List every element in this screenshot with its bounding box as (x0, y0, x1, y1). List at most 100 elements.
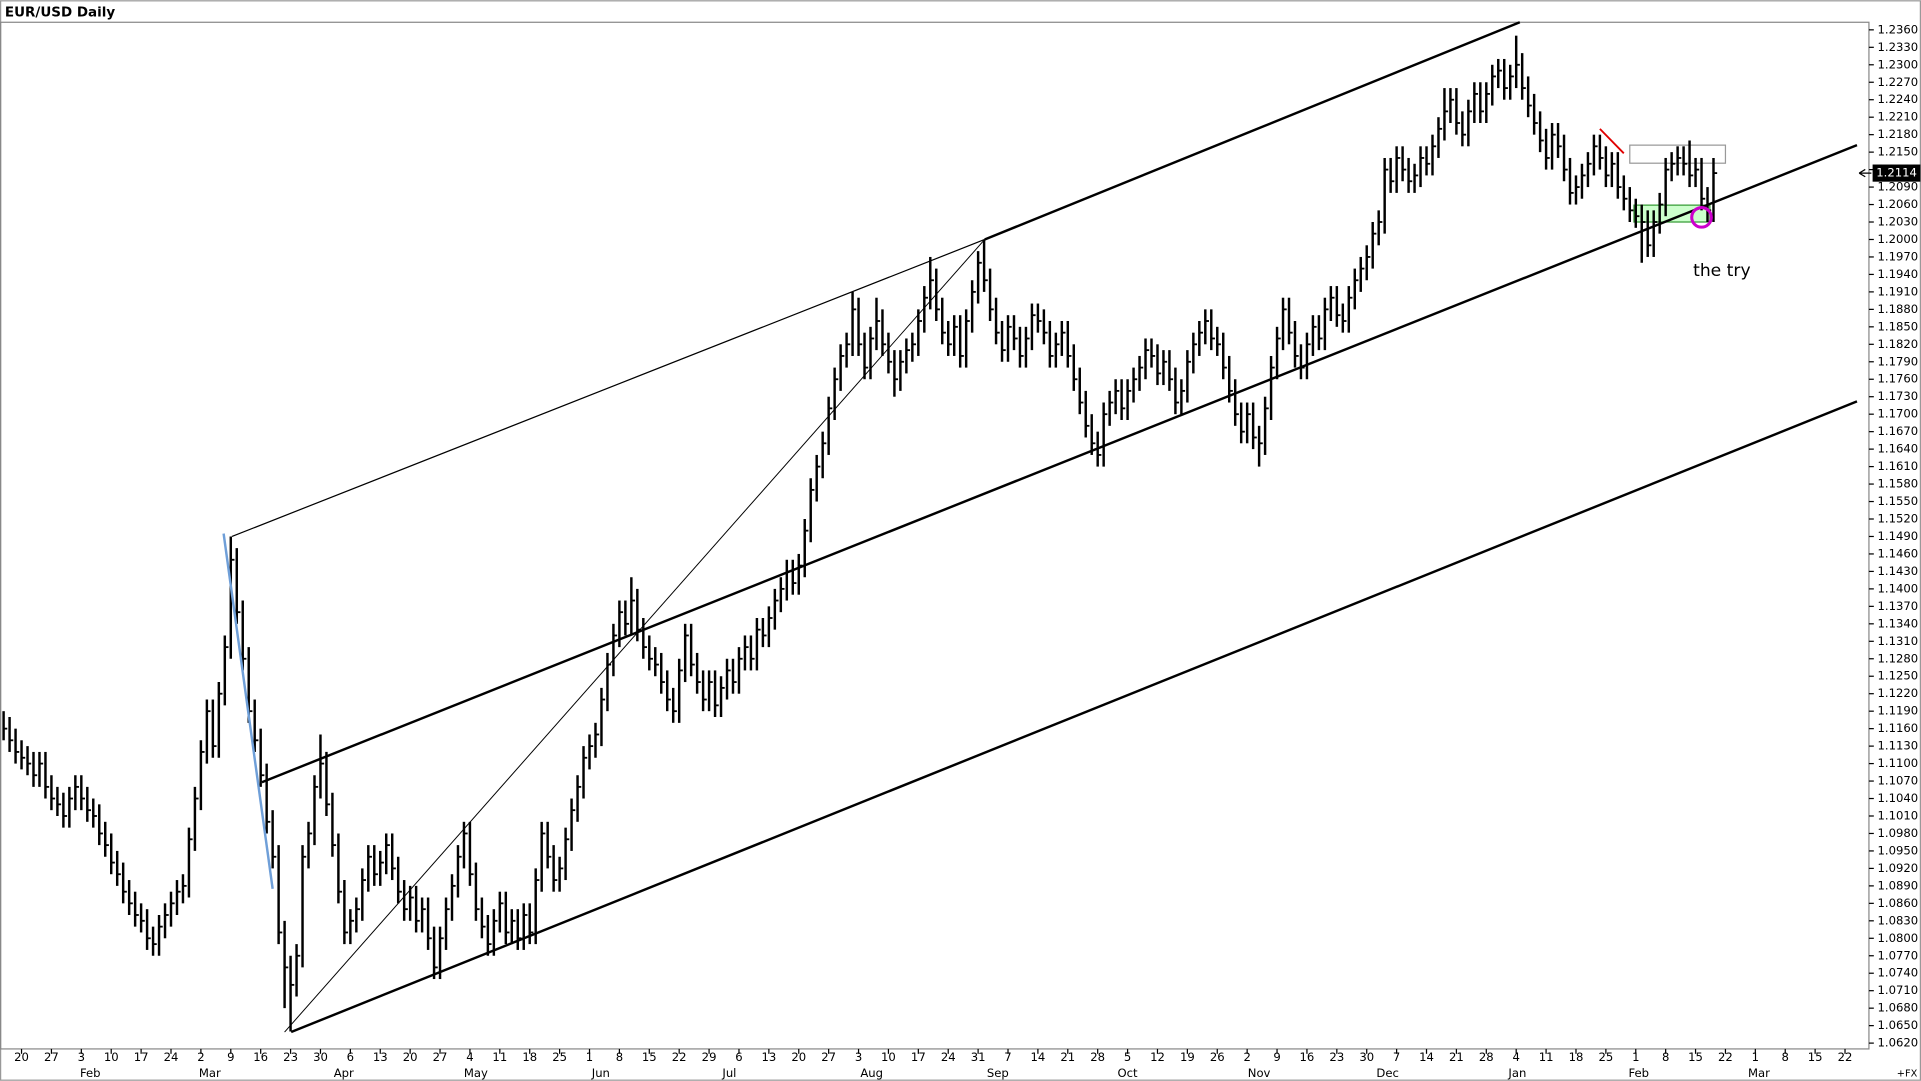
y-tick-label: 1.1160 (1878, 721, 1919, 735)
x-tick-label: 8 (1662, 1050, 1669, 1064)
x-tick-label: 10 (881, 1050, 896, 1064)
x-tick-label: 1 (1752, 1050, 1759, 1064)
x-tick-label: 31 (971, 1050, 986, 1064)
x-tick-label: 19 (1180, 1050, 1195, 1064)
trend-line (284, 239, 986, 1033)
x-month-label: Apr (334, 1066, 354, 1080)
y-tick-label: 1.1910 (1878, 284, 1919, 298)
y-tick-label: 1.1490 (1878, 529, 1919, 543)
x-tick-label: 26 (1210, 1050, 1225, 1064)
x-tick-label: 2 (197, 1050, 204, 1064)
x-tick-label: 23 (1329, 1050, 1344, 1064)
x-tick-label: 24 (941, 1050, 956, 1064)
x-tick-label: 27 (44, 1050, 59, 1064)
x-tick-label: 25 (1598, 1050, 1613, 1064)
x-tick-label: 28 (1090, 1050, 1105, 1064)
y-tick-label: 1.2360 (1878, 22, 1919, 36)
y-tick-label: 1.1220 (1878, 686, 1919, 700)
x-tick-label: 17 (911, 1050, 926, 1064)
trend-line (1599, 128, 1625, 154)
last-price-label: 1.2114 (1876, 166, 1917, 180)
x-tick-label: 20 (403, 1050, 418, 1064)
x-tick-label: 18 (522, 1050, 537, 1064)
x-tick-label: 17 (134, 1050, 149, 1064)
y-tick-label: 1.1070 (1878, 774, 1919, 788)
x-tick-label: 11 (492, 1050, 507, 1064)
y-tick-label: 1.1460 (1878, 546, 1919, 560)
y-tick-label: 1.2180 (1878, 127, 1919, 141)
x-tick-label: 13 (761, 1050, 776, 1064)
y-tick-label: 1.0830 (1878, 913, 1919, 927)
trend-line (261, 144, 1858, 784)
y-tick-label: 1.0680 (1878, 1001, 1919, 1015)
x-tick-label: 15 (642, 1050, 657, 1064)
y-tick-label: 1.1520 (1878, 512, 1919, 526)
y-tick-label: 1.1130 (1878, 739, 1919, 753)
x-tick-label: 2 (1243, 1050, 1250, 1064)
y-tick-label: 1.1670 (1878, 424, 1919, 438)
x-month-label: Mar (199, 1066, 221, 1080)
y-tick-label: 1.1040 (1878, 791, 1919, 805)
y-tick-label: 1.1100 (1878, 756, 1919, 770)
x-month-label: Mar (1748, 1066, 1770, 1080)
y-tick-label: 1.1250 (1878, 669, 1919, 683)
y-tick-label: 1.1700 (1878, 407, 1919, 421)
x-tick-label: 1 (586, 1050, 593, 1064)
x-month-label: Aug (860, 1066, 883, 1080)
x-month-label: May (464, 1066, 488, 1080)
x-tick-label: 1 (1632, 1050, 1639, 1064)
x-month-label: Dec (1376, 1066, 1399, 1080)
x-tick-label: 22 (1718, 1050, 1733, 1064)
x-tick-label: 15 (1808, 1050, 1823, 1064)
x-month-label: Sep (987, 1066, 1009, 1080)
x-tick-label: 14 (1031, 1050, 1046, 1064)
y-tick-label: 1.1310 (1878, 634, 1919, 648)
x-tick-label: 27 (433, 1050, 448, 1064)
y-tick-label: 1.2240 (1878, 92, 1919, 106)
x-tick-label: 7 (1004, 1050, 1011, 1064)
x-tick-label: 4 (1512, 1050, 1519, 1064)
x-month-label: Nov (1248, 1066, 1271, 1080)
x-tick-label: 5 (1124, 1050, 1131, 1064)
x-tick-label: 14 (1419, 1050, 1434, 1064)
x-tick-label: 9 (1273, 1050, 1280, 1064)
y-tick-label: 1.0650 (1878, 1018, 1919, 1032)
y-tick-label: 1.1430 (1878, 564, 1919, 578)
y-tick-label: 1.2000 (1878, 232, 1919, 246)
x-tick-label: 22 (1838, 1050, 1853, 1064)
x-tick-label: 21 (1449, 1050, 1464, 1064)
y-tick-label: 1.1790 (1878, 354, 1919, 368)
x-tick-label: 28 (1479, 1050, 1494, 1064)
x-tick-label: 23 (283, 1050, 298, 1064)
y-tick-label: 1.0710 (1878, 983, 1919, 997)
trend-line (290, 400, 1858, 1034)
y-tick-label: 1.1970 (1878, 249, 1919, 263)
trend-line (231, 238, 985, 538)
trend-line (984, 21, 1521, 241)
y-tick-label: 1.2090 (1878, 180, 1919, 194)
y-tick-label: 1.1940 (1878, 267, 1919, 281)
x-tick-label: 7 (1393, 1050, 1400, 1064)
plot-area (0, 21, 1870, 1050)
x-month-label: Oct (1118, 1066, 1139, 1080)
y-tick-label: 1.1550 (1878, 494, 1919, 508)
x-tick-label: 8 (1782, 1050, 1789, 1064)
x-tick-label: 30 (1359, 1050, 1374, 1064)
x-tick-label: 3 (855, 1050, 862, 1064)
y-tick-label: 1.0950 (1878, 843, 1919, 857)
y-tick-label: 1.0920 (1878, 861, 1919, 875)
x-tick-label: 3 (78, 1050, 85, 1064)
x-tick-label: 12 (1150, 1050, 1165, 1064)
x-tick-label: 21 (1060, 1050, 1075, 1064)
x-tick-label: 20 (791, 1050, 806, 1064)
x-tick-label: 22 (672, 1050, 687, 1064)
y-tick-label: 1.1880 (1878, 302, 1919, 316)
y-tick-label: 1.0770 (1878, 948, 1919, 962)
x-tick-label: 16 (253, 1050, 268, 1064)
last-price-arrow (1858, 168, 1872, 178)
annotation: the try (1693, 261, 1750, 281)
x-tick-label: 8 (616, 1050, 623, 1064)
